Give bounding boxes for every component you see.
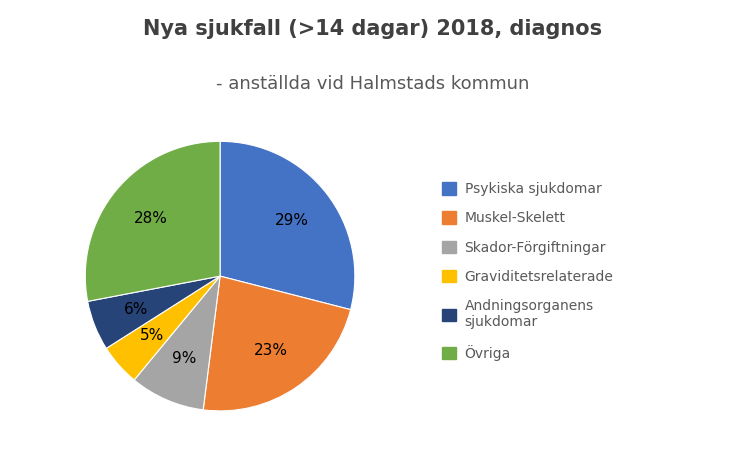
- Text: 29%: 29%: [275, 213, 308, 228]
- Text: 5%: 5%: [140, 329, 164, 344]
- Wedge shape: [220, 141, 355, 310]
- Text: Nya sjukfall (>14 dagar) 2018, diagnos: Nya sjukfall (>14 dagar) 2018, diagnos: [143, 19, 603, 39]
- Text: 28%: 28%: [134, 211, 167, 226]
- Wedge shape: [85, 141, 220, 301]
- Wedge shape: [88, 276, 220, 348]
- Wedge shape: [203, 276, 351, 411]
- Wedge shape: [134, 276, 220, 410]
- Wedge shape: [106, 276, 220, 380]
- Legend: Psykiska sjukdomar, Muskel-Skelett, Skador-Förgiftningar, Graviditetsrelaterade,: Psykiska sjukdomar, Muskel-Skelett, Skad…: [439, 179, 616, 364]
- Text: - anställda vid Halmstads kommun: - anställda vid Halmstads kommun: [216, 75, 530, 93]
- Text: 6%: 6%: [124, 302, 148, 317]
- Text: 9%: 9%: [172, 351, 196, 366]
- Text: 23%: 23%: [254, 344, 288, 358]
